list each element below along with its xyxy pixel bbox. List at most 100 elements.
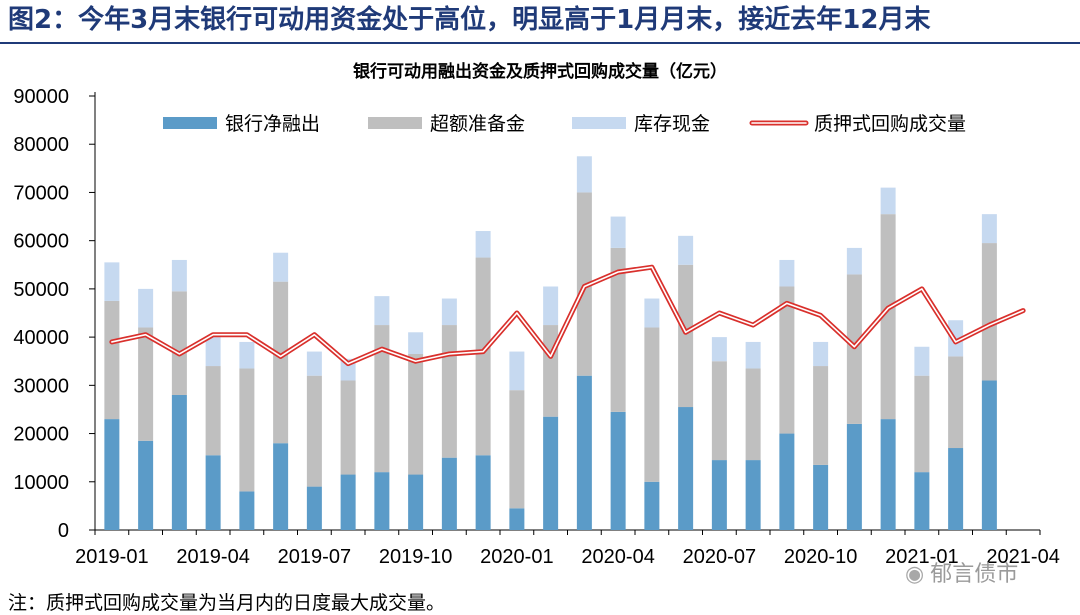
bar-net-lending bbox=[475, 455, 491, 530]
bar-vault-cash bbox=[981, 214, 997, 244]
bar-net-lending bbox=[374, 472, 390, 530]
bar-net-lending bbox=[644, 481, 660, 530]
y-tick-label: 50000 bbox=[13, 279, 69, 301]
x-tick-label: 2020-07 bbox=[683, 546, 756, 568]
bar-net-lending bbox=[104, 419, 120, 530]
x-tick-label: 2021-04 bbox=[986, 546, 1059, 568]
bar-net-lending bbox=[914, 472, 930, 530]
watermark: ◉ 郁言债市 bbox=[905, 556, 1018, 588]
bar-net-lending bbox=[779, 433, 795, 530]
y-tick-label: 30000 bbox=[13, 375, 69, 397]
bar-excess-reserve bbox=[239, 368, 255, 492]
bar-vault-cash bbox=[374, 296, 390, 326]
line-series bbox=[109, 264, 1026, 367]
bar-excess-reserve bbox=[205, 366, 221, 456]
footnote: 注：质押式回购成交量为当月内的日度最大成交量。 bbox=[8, 592, 446, 614]
wechat-icon: ◉ bbox=[905, 562, 925, 587]
bar-vault-cash bbox=[171, 259, 187, 292]
legend-excess-reserve-swatch bbox=[368, 117, 422, 129]
legend-vault-cash-swatch bbox=[572, 117, 626, 129]
bar-net-lending bbox=[306, 486, 322, 530]
y-tick-label: 10000 bbox=[13, 472, 69, 494]
bar-net-lending bbox=[846, 423, 862, 530]
bar-excess-reserve bbox=[475, 257, 491, 456]
bar-excess-reserve bbox=[678, 264, 694, 408]
bar-net-lending bbox=[340, 474, 356, 530]
legend-net-lending-swatch bbox=[163, 117, 217, 129]
bar-net-lending bbox=[509, 508, 525, 530]
bar-excess-reserve bbox=[914, 375, 930, 473]
bar-net-lending bbox=[948, 448, 964, 530]
bar-vault-cash bbox=[306, 351, 322, 376]
x-tick-label: 2019-10 bbox=[379, 546, 452, 568]
bar-net-lending bbox=[610, 411, 626, 530]
bar-vault-cash bbox=[711, 337, 727, 362]
y-tick-label: 60000 bbox=[13, 231, 69, 253]
bar-excess-reserve bbox=[948, 356, 964, 449]
bar-excess-reserve bbox=[306, 375, 322, 487]
bar-net-lending bbox=[239, 491, 255, 530]
legend-repo-volume-label: 质押式回购成交量 bbox=[814, 113, 966, 135]
title-rule bbox=[0, 42, 1080, 44]
x-tick-label: 2019-01 bbox=[75, 546, 148, 568]
bar-vault-cash bbox=[779, 259, 795, 287]
bar-excess-reserve bbox=[441, 325, 457, 458]
axes: 0 10000 20000 30000 40000 50000 60000 70000 8000… bbox=[13, 86, 1059, 568]
bar-vault-cash bbox=[880, 187, 896, 215]
bar-vault-cash bbox=[441, 298, 457, 326]
bar-excess-reserve bbox=[509, 390, 525, 509]
y-tick-label: 80000 bbox=[13, 134, 69, 156]
bar-net-lending bbox=[880, 419, 896, 530]
watermark-text: 郁言债市 bbox=[930, 562, 1019, 587]
bar-net-lending bbox=[205, 455, 221, 530]
bar-vault-cash bbox=[273, 252, 289, 282]
bar-vault-cash bbox=[745, 341, 761, 369]
bar-net-lending bbox=[678, 407, 694, 530]
x-tick-label: 2019-07 bbox=[278, 546, 351, 568]
bar-excess-reserve bbox=[610, 247, 626, 412]
bar-net-lending bbox=[138, 440, 154, 530]
bar-excess-reserve bbox=[340, 380, 356, 475]
bar-net-lending bbox=[576, 375, 592, 530]
y-tick-label: 40000 bbox=[13, 327, 69, 349]
bar-excess-reserve bbox=[644, 327, 660, 482]
bar-excess-reserve bbox=[138, 327, 154, 441]
bar-vault-cash bbox=[509, 351, 525, 391]
bar-excess-reserve bbox=[981, 243, 997, 381]
x-tick-label: 2021-01 bbox=[885, 546, 958, 568]
bar-vault-cash bbox=[104, 262, 120, 301]
bar-net-lending bbox=[408, 474, 424, 530]
figure-title: 图2：今年3月末银行可动用资金处于高位，明显高于1月月末，接近去年12月末 bbox=[8, 5, 931, 35]
bar-excess-reserve bbox=[273, 281, 289, 444]
bar-excess-reserve bbox=[104, 300, 120, 420]
legend: 银行净融出 超额准备金 库存现金 质押式回购成交量 bbox=[163, 113, 966, 135]
bar-net-lending bbox=[813, 464, 829, 530]
bar-excess-reserve bbox=[779, 286, 795, 434]
bar-net-lending bbox=[171, 394, 187, 530]
chart-title: 银行可动用融出资金及质押式回购成交量（亿元） bbox=[353, 61, 727, 82]
bar-vault-cash bbox=[576, 156, 592, 193]
legend-vault-cash-label: 库存现金 bbox=[634, 113, 710, 135]
bar-excess-reserve bbox=[813, 366, 829, 465]
y-tick-label: 20000 bbox=[13, 424, 69, 446]
repo-volume-line-inner bbox=[111, 266, 1024, 365]
bar-vault-cash bbox=[644, 298, 660, 328]
bar-excess-reserve bbox=[543, 325, 559, 417]
y-tick-label: 90000 bbox=[13, 86, 69, 108]
bar-net-lending bbox=[981, 380, 997, 530]
legend-excess-reserve-label: 超额准备金 bbox=[430, 113, 525, 135]
bar-net-lending bbox=[273, 443, 289, 530]
bar-vault-cash bbox=[543, 286, 559, 326]
y-tick-label: 70000 bbox=[13, 182, 69, 204]
bar-excess-reserve bbox=[711, 361, 727, 461]
bar-net-lending bbox=[543, 416, 559, 530]
x-tick-label: 2020-10 bbox=[784, 546, 857, 568]
bar-vault-cash bbox=[610, 216, 626, 248]
bar-vault-cash bbox=[138, 288, 154, 328]
bar-excess-reserve bbox=[171, 291, 187, 395]
x-tick-label: 2020-01 bbox=[480, 546, 553, 568]
bar-net-lending bbox=[745, 460, 761, 530]
bar-vault-cash bbox=[813, 341, 829, 367]
bar-vault-cash bbox=[408, 332, 424, 354]
